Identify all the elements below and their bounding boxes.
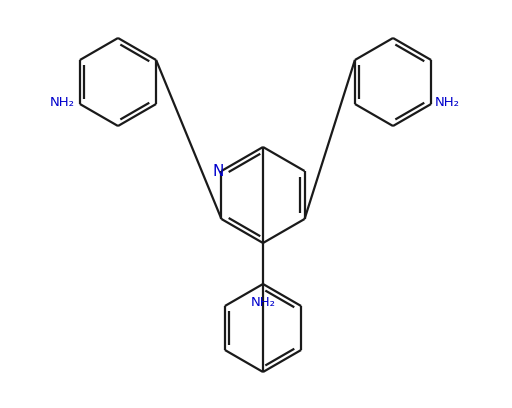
Text: NH₂: NH₂ <box>435 95 460 109</box>
Text: NH₂: NH₂ <box>49 95 74 109</box>
Text: NH₂: NH₂ <box>250 295 275 308</box>
Text: N: N <box>213 164 224 179</box>
